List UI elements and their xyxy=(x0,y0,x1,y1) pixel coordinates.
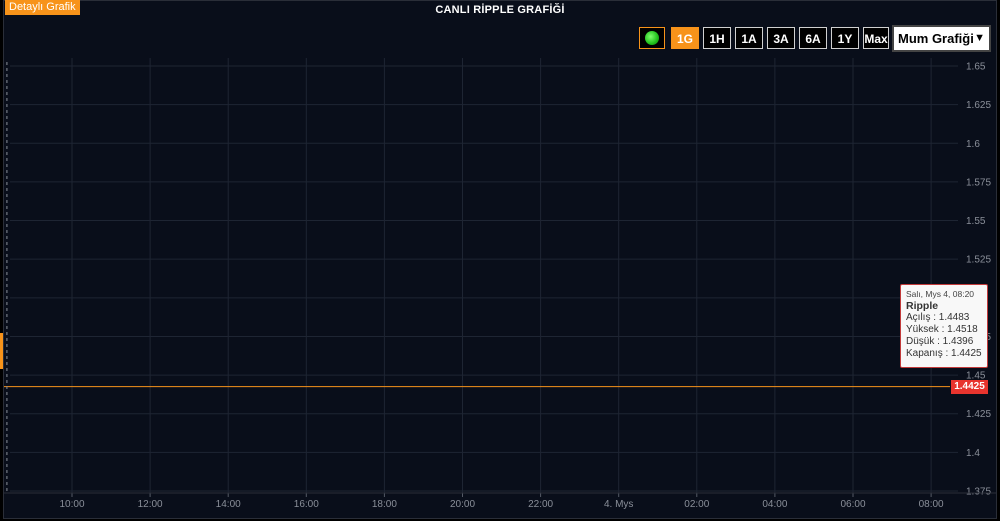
range-button-1g[interactable]: 1G xyxy=(671,27,699,49)
x-tick-label: 10:00 xyxy=(59,499,84,510)
chart-type-value: Mum Grafiği xyxy=(898,31,974,46)
tooltip-high: Yüksek : 1.4518 xyxy=(906,324,978,335)
range-button-6a[interactable]: 6A xyxy=(799,27,827,49)
tooltip-date: Salı, Mys 4, 08:20 xyxy=(906,289,975,299)
y-tick-label: 1.625 xyxy=(966,100,991,111)
page-title: CANLI RİPPLE GRAFİĞİ xyxy=(435,4,565,16)
x-tick-label: 4. Mys xyxy=(604,499,633,510)
range-button-3a[interactable]: 3A xyxy=(767,27,795,49)
scroll-handle[interactable] xyxy=(0,333,3,369)
last-price-badge: 1.4425 xyxy=(951,380,988,394)
x-tick-label: 22:00 xyxy=(528,499,553,510)
x-tick-label: 20:00 xyxy=(450,499,475,510)
live-dot-icon xyxy=(645,31,659,45)
tooltip-name: Ripple xyxy=(906,300,939,312)
y-tick-label: 1.6 xyxy=(966,139,980,150)
chevron-down-icon: ▼ xyxy=(974,32,985,44)
live-indicator-button[interactable] xyxy=(639,27,665,49)
x-tick-label: 14:00 xyxy=(216,499,241,510)
y-tick-label: 1.65 xyxy=(966,62,986,73)
y-tick-label: 1.575 xyxy=(966,177,991,188)
x-tick-label: 16:00 xyxy=(294,499,319,510)
tooltip-low: Düşük : 1.4396 xyxy=(906,336,974,347)
range-button-1h[interactable]: 1H xyxy=(703,27,731,49)
x-tick-label: 18:00 xyxy=(372,499,397,510)
x-tick-label: 02:00 xyxy=(684,499,709,510)
tooltip-open: Açılış : 1.4483 xyxy=(906,312,970,323)
x-tick-label: 04:00 xyxy=(762,499,787,510)
y-tick-label: 1.425 xyxy=(966,409,991,420)
y-tick-label: 1.4 xyxy=(966,448,980,459)
y-tick-label: 1.45 xyxy=(966,371,986,382)
chart-type-select[interactable]: Mum Grafiği ▼ xyxy=(892,25,991,52)
y-tick-label: 1.55 xyxy=(966,216,986,227)
detailed-chart-tab[interactable]: Detaylı Grafik xyxy=(5,0,80,15)
y-tick-label: 1.525 xyxy=(966,255,991,266)
x-tick-label: 12:00 xyxy=(138,499,163,510)
tooltip-close: Kapanış : 1.4425 xyxy=(906,348,982,359)
range-button-1a[interactable]: 1A xyxy=(735,27,763,49)
range-button-1y[interactable]: 1Y xyxy=(831,27,859,49)
x-tick-label: 08:00 xyxy=(919,499,944,510)
x-tick-label: 06:00 xyxy=(840,499,865,510)
range-button-max[interactable]: Max xyxy=(863,27,889,49)
y-tick-label: 1.375 xyxy=(966,487,991,498)
candle-tooltip: Salı, Mys 4, 08:20 Ripple Açılış : 1.448… xyxy=(900,284,988,368)
